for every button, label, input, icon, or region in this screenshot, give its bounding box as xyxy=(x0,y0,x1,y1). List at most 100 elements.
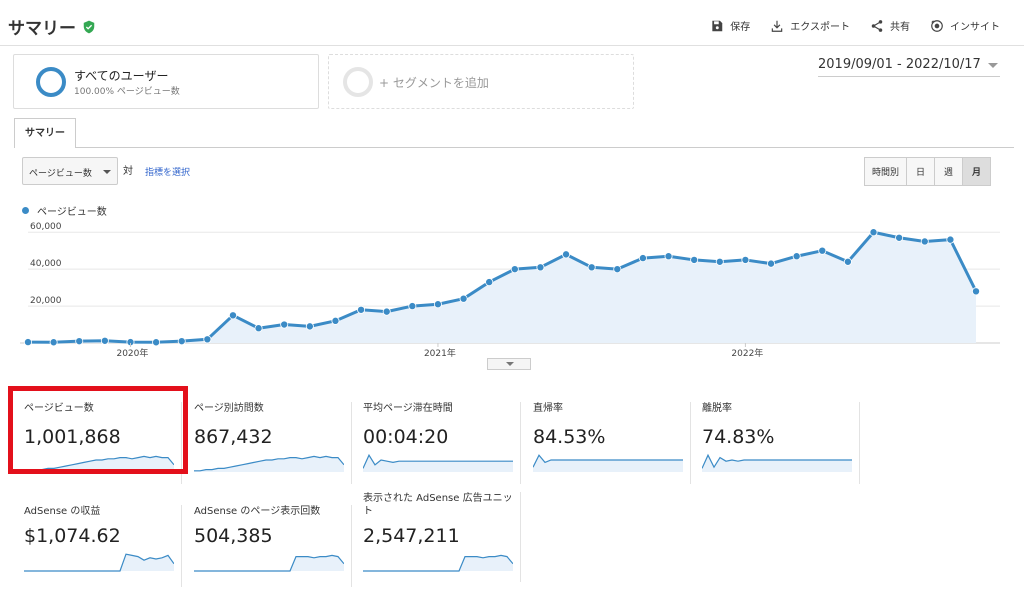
metric-card-exit-rate[interactable]: 離脱率 74.83% xyxy=(700,402,860,484)
metric-value: $1,074.62 xyxy=(24,525,121,547)
metric-label: 表示された AdSense 広告ユニット xyxy=(363,493,513,517)
insight-label: インサイト xyxy=(950,22,1000,33)
add-segment-label: + セグメントを追加 xyxy=(379,76,489,90)
legend-dot-icon xyxy=(22,207,29,214)
data-point[interactable] xyxy=(280,320,289,329)
metric-sparkline xyxy=(194,554,344,572)
data-point[interactable] xyxy=(715,257,724,266)
page-title: サマリー xyxy=(8,14,96,39)
data-point[interactable] xyxy=(690,255,699,264)
chevron-down-icon xyxy=(988,63,998,68)
pageviews-line-chart: 20,000 40,000 60,000 2020年 2021年 2022年 xyxy=(20,222,1000,359)
sparkline-line xyxy=(24,455,174,472)
share-button[interactable]: 共有 xyxy=(870,18,910,33)
y-tick-label: 40,000 xyxy=(30,259,62,269)
data-point[interactable] xyxy=(562,250,571,259)
data-point[interactable] xyxy=(203,335,212,344)
metric-card-unique-pageviews[interactable]: ページ別訪問数 867,432 xyxy=(192,402,352,484)
period-day-button[interactable]: 日 xyxy=(906,157,935,186)
select-metric-link[interactable]: 指標を選択 xyxy=(145,168,191,178)
data-point[interactable] xyxy=(177,337,186,346)
data-point[interactable] xyxy=(613,265,622,274)
metric-sparkline xyxy=(194,455,344,472)
insight-button[interactable]: インサイト xyxy=(930,18,1000,33)
data-point[interactable] xyxy=(152,338,161,347)
sparkline-line xyxy=(702,453,852,469)
metric-card-adsense-revenue[interactable]: AdSense の収益 $1,074.62 xyxy=(22,505,182,587)
y-tick-label: 60,000 xyxy=(30,222,62,232)
data-point[interactable] xyxy=(741,255,750,264)
metric-label: AdSense のページ表示回数 xyxy=(194,506,321,517)
data-point[interactable] xyxy=(382,307,391,316)
export-icon xyxy=(772,20,783,32)
save-icon xyxy=(712,20,723,31)
data-point[interactable] xyxy=(459,294,468,303)
top-bar: サマリー 保存 エクスポート 共有 インサイト xyxy=(0,0,1024,46)
data-point[interactable] xyxy=(818,246,827,255)
sparkline-line xyxy=(533,454,683,468)
data-point[interactable] xyxy=(869,228,878,237)
data-point[interactable] xyxy=(408,302,417,311)
data-point[interactable] xyxy=(49,338,58,347)
data-point[interactable] xyxy=(664,252,673,261)
metric-card-adsense-page-impressions[interactable]: AdSense のページ表示回数 504,385 xyxy=(192,505,352,587)
share-label: 共有 xyxy=(890,22,910,33)
data-point[interactable] xyxy=(23,338,32,347)
segment-card-all-users[interactable]: すべてのユーザー 100.00% ページビュー数 xyxy=(13,54,319,109)
metric-card-bounce-rate[interactable]: 直帰率 84.53% xyxy=(531,402,691,484)
data-point[interactable] xyxy=(587,263,596,272)
data-point[interactable] xyxy=(920,237,929,246)
data-point[interactable] xyxy=(75,337,84,346)
metric-select-dropdown[interactable]: ページビュー数 xyxy=(22,157,118,185)
metric-sparkline xyxy=(24,455,174,472)
add-segment-button[interactable]: + セグメントを追加 xyxy=(328,54,634,109)
metric-value: 00:04:20 xyxy=(363,426,449,448)
data-point[interactable] xyxy=(972,287,981,296)
metric-value: 74.83% xyxy=(702,426,775,448)
metric-select-value: ページビュー数 xyxy=(29,169,92,179)
save-button[interactable]: 保存 xyxy=(710,18,750,33)
data-point[interactable] xyxy=(536,263,545,272)
sparkline-fill xyxy=(363,455,513,472)
chart-area-fill xyxy=(28,232,976,343)
chart-legend: ページビュー数 xyxy=(22,203,107,218)
metric-sparkline xyxy=(533,454,683,472)
data-point[interactable] xyxy=(510,265,519,274)
period-week-button[interactable]: 週 xyxy=(934,157,963,186)
empty-segment-ring-icon xyxy=(343,67,373,97)
data-point[interactable] xyxy=(946,235,955,244)
sparkline-fill xyxy=(702,455,852,472)
data-point[interactable] xyxy=(792,252,801,261)
date-range-picker[interactable]: 2019/09/01 - 2022/10/17 xyxy=(818,57,1000,77)
save-label: 保存 xyxy=(730,22,751,33)
data-point[interactable] xyxy=(767,259,776,268)
sparkline-line xyxy=(194,455,344,472)
data-point[interactable] xyxy=(485,278,494,287)
data-point[interactable] xyxy=(357,305,366,314)
export-button[interactable]: エクスポート xyxy=(770,18,850,33)
data-point[interactable] xyxy=(305,322,314,331)
tab-summary[interactable]: サマリー xyxy=(14,118,76,148)
metric-label: ページビュー数 xyxy=(24,403,94,414)
period-hourly-button[interactable]: 時間別 xyxy=(864,157,907,186)
data-point[interactable] xyxy=(843,257,852,266)
sparkline-line xyxy=(24,553,174,572)
data-point[interactable] xyxy=(331,316,340,325)
metric-label: 離脱率 xyxy=(702,403,732,414)
data-point[interactable] xyxy=(895,233,904,242)
data-point[interactable] xyxy=(228,311,237,320)
data-point[interactable] xyxy=(100,336,109,345)
metric-value: 1,001,868 xyxy=(24,426,121,448)
period-month-button[interactable]: 月 xyxy=(962,157,991,186)
data-point[interactable] xyxy=(638,254,647,263)
data-point[interactable] xyxy=(433,300,442,309)
chart-collapse-toggle[interactable] xyxy=(487,358,531,370)
metric-value: 84.53% xyxy=(533,426,606,448)
metric-card-pageviews[interactable]: ページビュー数 1,001,868 xyxy=(22,402,182,484)
data-point[interactable] xyxy=(254,324,263,333)
metric-card-adsense-ad-units-viewed[interactable]: 表示された AdSense 広告ユニット 2,547,211 xyxy=(361,492,521,582)
sparkline-line xyxy=(363,554,513,572)
metric-card-avg-time-on-page[interactable]: 平均ページ滞在時間 00:04:20 xyxy=(361,402,521,484)
versus-label: 対 xyxy=(123,166,133,177)
metric-sparkline xyxy=(363,554,513,572)
